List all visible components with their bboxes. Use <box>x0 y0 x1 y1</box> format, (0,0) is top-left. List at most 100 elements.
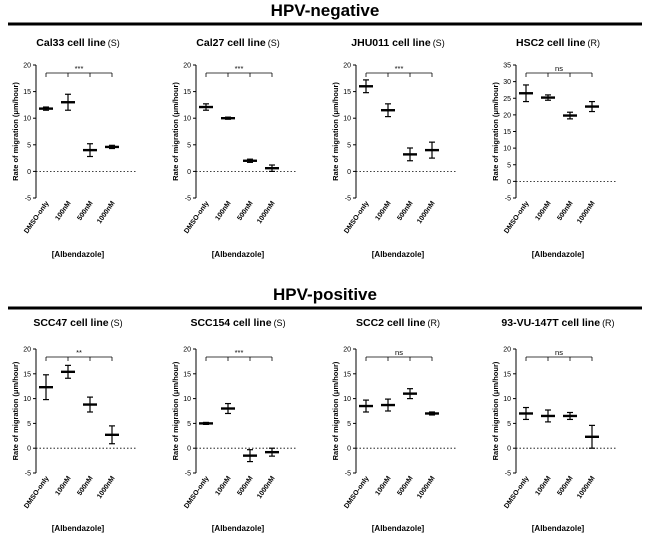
category-label: 500nM <box>236 475 254 497</box>
y-tick-label: 0 <box>27 169 31 176</box>
y-tick-label: -5 <box>25 196 31 203</box>
y-tick-label: 5 <box>507 162 511 169</box>
y-axis-label: Rate of migration (μm/hour) <box>171 361 180 460</box>
panel-title-name: HSC2 cell line <box>516 37 586 49</box>
y-tick-label: 20 <box>503 112 511 119</box>
panel-title-tag: (R) <box>587 38 600 48</box>
y-tick-label: 15 <box>183 89 191 96</box>
panel-title-name: SCC2 cell line <box>356 317 426 329</box>
panel-title-name: Cal27 cell line <box>196 37 266 49</box>
category-label: 1000nM <box>416 475 437 500</box>
y-tick-label: 5 <box>27 142 31 149</box>
category-label: DMSO-only <box>343 475 370 510</box>
y-tick-label: 25 <box>503 96 511 103</box>
category-label: DMSO-only <box>343 200 370 235</box>
y-tick-label: 15 <box>23 89 31 96</box>
y-tick-label: 15 <box>503 371 511 378</box>
x-axis-label: [Albendazole] <box>372 250 425 259</box>
y-tick-label: 10 <box>23 116 31 123</box>
panel-title: SCC47 cell line (S) <box>33 317 122 329</box>
panel-title: Cal33 cell line (S) <box>36 37 119 49</box>
y-tick-label: 0 <box>187 169 191 176</box>
significance-label: *** <box>75 64 84 73</box>
category-label: 100nM <box>534 200 552 222</box>
panel-title-tag: (R) <box>427 318 440 328</box>
panel-title-name: SCC47 cell line <box>33 317 108 329</box>
y-tick-label: 20 <box>503 347 511 354</box>
category-label: 500nM <box>236 200 254 222</box>
x-axis-label: [Albendazole] <box>52 524 105 533</box>
category-label: 100nM <box>534 475 552 497</box>
category-label: 100nM <box>54 475 72 497</box>
y-tick-label: 20 <box>23 63 31 70</box>
y-tick-label: -5 <box>505 471 511 478</box>
y-axis-label: Rate of migration (μm/hour) <box>491 82 500 181</box>
chart-panel: Cal33 cell line (S) -5 0 5 10 15 20 Rate of migr… <box>11 37 136 259</box>
panel-title-tag: (S) <box>268 38 280 48</box>
chart-panel: HSC2 cell line (R) -5 0 5 10 15 20 25 30 35 Rate of… <box>491 37 616 259</box>
y-axis-label: Rate of migration (μm/hour) <box>331 361 340 460</box>
panel-title: 93-VU-147T cell line (R) <box>501 317 614 329</box>
y-tick-label: -5 <box>345 471 351 478</box>
category-label: DMSO-only <box>183 200 210 235</box>
category-label: 100nM <box>54 200 72 222</box>
category-label: 500nM <box>76 475 94 497</box>
y-axis-label: Rate of migration (μm/hour) <box>491 361 500 460</box>
panel-title-tag: (S) <box>433 38 445 48</box>
y-tick-label: 20 <box>183 63 191 70</box>
x-axis-label: [Albendazole] <box>212 250 265 259</box>
category-label: DMSO-only <box>183 475 210 510</box>
category-label: DMSO-only <box>23 200 50 235</box>
panel-title-tag: (S) <box>274 318 286 328</box>
y-tick-label: 10 <box>503 146 511 153</box>
panel-title-name: 93-VU-147T cell line <box>501 317 600 329</box>
y-tick-label: 10 <box>343 116 351 123</box>
category-label: 100nM <box>214 200 232 222</box>
significance-label: ns <box>555 64 563 73</box>
category-label: 1000nM <box>96 200 117 225</box>
category-label: 500nM <box>396 200 414 222</box>
category-label: 100nM <box>374 475 392 497</box>
y-tick-label: 0 <box>347 446 351 453</box>
panel-title-tag: (S) <box>111 318 123 328</box>
y-tick-label: -5 <box>505 196 511 203</box>
significance-label: *** <box>395 64 404 73</box>
panel-title-name: JHU011 cell line <box>351 37 431 49</box>
y-tick-label: -5 <box>25 471 31 478</box>
chart-panel: Cal27 cell line (S) -5 0 5 10 15 20 Rate of migr… <box>171 37 296 259</box>
category-label: 500nM <box>556 475 574 497</box>
y-tick-label: 30 <box>503 79 511 86</box>
panel-title-name: SCC154 cell line <box>190 317 271 329</box>
significance-label: ns <box>555 348 563 357</box>
y-axis-label: Rate of migration (μm/hour) <box>171 82 180 181</box>
y-tick-label: 5 <box>347 421 351 428</box>
category-label: 1000nM <box>96 475 117 500</box>
significance-label: *** <box>235 348 244 357</box>
y-tick-label: 0 <box>347 169 351 176</box>
y-tick-label: 35 <box>503 63 511 70</box>
y-tick-label: 15 <box>23 371 31 378</box>
panel-title: SCC154 cell line (S) <box>190 317 285 329</box>
category-label: 1000nM <box>576 475 597 500</box>
panel-title-tag: (S) <box>108 38 120 48</box>
y-tick-label: 20 <box>343 347 351 354</box>
y-tick-label: 15 <box>183 371 191 378</box>
panel-title: HSC2 cell line (R) <box>516 37 600 49</box>
category-label: DMSO-only <box>503 475 530 510</box>
y-tick-label: 10 <box>343 396 351 403</box>
y-tick-label: 5 <box>507 421 511 428</box>
x-axis-label: [Albendazole] <box>532 524 585 533</box>
significance-label: ns <box>395 348 403 357</box>
panel-title: JHU011 cell line (S) <box>351 37 444 49</box>
category-label: 500nM <box>76 200 94 222</box>
category-label: 500nM <box>556 200 574 222</box>
category-label: 500nM <box>396 475 414 497</box>
category-label: 1000nM <box>256 200 277 225</box>
category-label: 100nM <box>374 200 392 222</box>
category-label: 1000nM <box>416 200 437 225</box>
category-label: DMSO-only <box>23 475 50 510</box>
